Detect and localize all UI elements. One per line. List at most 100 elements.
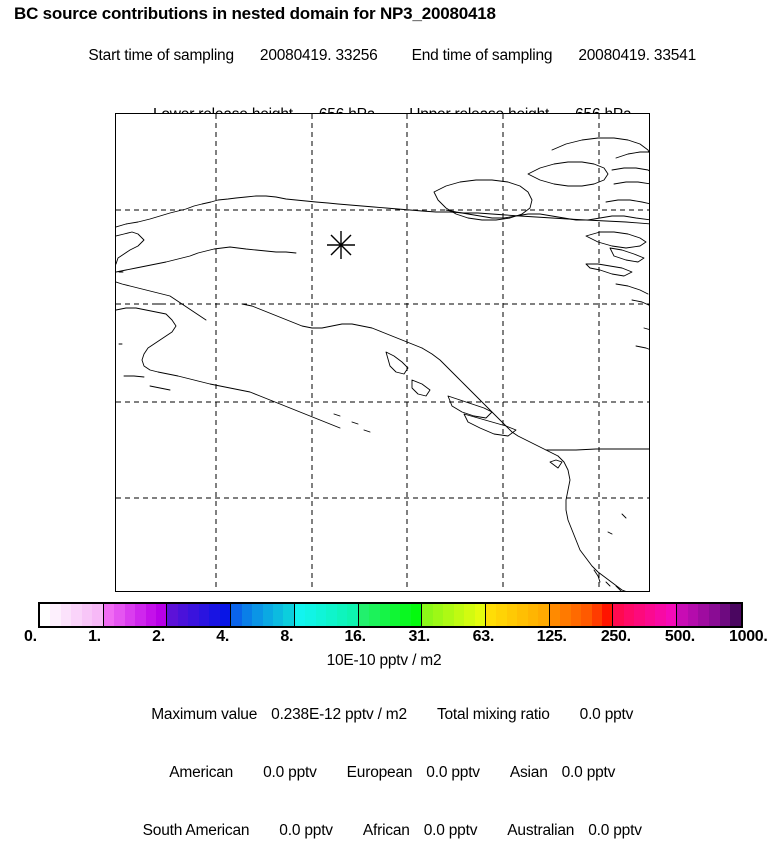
colorbar-segment-5 [358,604,423,626]
colorbar-band-2-1 [177,604,189,626]
colorbar-band-3-5 [283,604,294,626]
colorbar-band-8-0 [549,604,561,626]
end-time-label: End time of sampling [411,47,553,64]
colorbar-band-2-0 [167,604,178,626]
colorbar-unit-label: 10E-10 pptv / m2 [326,652,442,669]
colorbar-segment-3 [231,604,295,626]
colorbar-band-10-0 [677,604,688,626]
colorbar-tick-7: 63. [472,628,495,645]
colorbar-band-2-5 [219,604,231,626]
african-value: 0.0 pptv [423,822,478,839]
colorbar-segment-0 [40,604,104,626]
colorbar-tick-6: 31. [408,628,431,645]
source-row-1: American 0.0 pptv European 0.0 pptv Asian 0.0… [0,746,768,800]
total-mixing-ratio-value: 0.0 pptv [579,706,634,723]
colorbar-band-4-5 [347,604,358,626]
colorbar-tick-labels: 0. 1. 2. 4. 8. 16. 31. 63. 125. 250. 500. 1000. [0,628,768,650]
colorbar-band-5-4 [400,604,411,626]
start-time-value: 20080419. 33256 [259,47,378,64]
map-svg [116,114,649,591]
colorbar-band-7-4 [527,604,539,626]
colorbar-tick-10: 500. [664,628,695,645]
colorbar-band-6-4 [464,604,475,626]
colorbar-tick-9: 250. [600,628,631,645]
max-value-label: Maximum value [151,706,258,723]
colorbar-band-3-2 [252,604,263,626]
colorbar-band-6-0 [422,604,433,626]
colorbar-band-3-1 [241,604,253,626]
european-value: 0.0 pptv [426,764,480,781]
colorbar-band-0-4 [81,604,93,626]
colorbar-band-4-1 [305,604,316,626]
colorbar-band-9-5 [665,604,677,626]
colorbar-band-2-2 [188,604,199,626]
colorbar-band-4-2 [315,604,327,626]
colorbar-band-6-5 [474,604,486,626]
colorbar-band-0-3 [71,604,82,626]
page-title: BC source contributions in nested domain… [14,4,496,23]
colorbar-band-1-4 [145,604,156,626]
colorbar-segment-6 [422,604,487,626]
asian-label: Asian [509,764,548,781]
colorbar-band-5-2 [379,604,390,626]
colorbar-band-8-4 [591,604,603,626]
colorbar-band-0-2 [60,604,72,626]
colorbar-band-0-0 [40,604,51,626]
map-coastlines [116,137,649,591]
map-plot-area[interactable] [115,113,650,592]
colorbar-band-0-1 [50,604,61,626]
south-american-label: South American [142,822,250,839]
colorbar[interactable] [38,602,743,628]
colorbar-band-5-3 [389,604,401,626]
statistics-block: Maximum value 0.238E-12 pptv / m2 Total mi… [0,684,768,858]
colorbar-band-4-3 [326,604,337,626]
colorbar-band-6-1 [432,604,444,626]
colorbar-segment-9 [613,604,678,626]
colorbar-tick-0: 0. [24,628,37,645]
start-time-label: Start time of sampling [88,47,234,64]
max-value-value: 0.238E-12 pptv / m2 [271,706,407,723]
colorbar-band-2-4 [209,604,220,626]
american-label: American [169,764,234,781]
colorbar-band-4-4 [336,604,348,626]
asian-value: 0.0 pptv [561,764,616,781]
colorbar-band-10-1 [687,604,699,626]
african-label: African [362,822,410,839]
colorbar-band-7-2 [506,604,518,626]
colorbar-band-1-3 [135,604,146,626]
colorbar-band-10-5 [730,604,741,626]
european-label: European [346,764,413,781]
colorbar-band-1-0 [103,604,115,626]
colorbar-band-9-3 [644,604,656,626]
colorbar-band-9-4 [655,604,666,626]
end-time-value: 20080419. 33541 [578,47,697,64]
colorbar-band-5-5 [410,604,422,626]
colorbar-band-3-3 [262,604,273,626]
colorbar-tick-5: 16. [344,628,366,645]
colorbar-band-7-3 [517,604,528,626]
colorbar-band-9-1 [623,604,635,626]
colorbar-band-7-0 [486,604,497,626]
colorbar-segment-8 [549,604,614,626]
colorbar-segment-4 [294,604,359,626]
colorbar-band-8-3 [581,604,592,626]
colorbar-band-8-2 [570,604,582,626]
colorbar-tick-3: 4. [216,628,230,645]
colorbar-band-2-3 [198,604,210,626]
source-row-2: South American 0.0 pptv African 0.0 pptv Aus… [0,804,768,858]
colorbar-band-10-2 [698,604,710,626]
colorbar-tick-8: 125. [536,628,567,645]
sampling-time-line: Start time of sampling 20080419. 33256 End… [0,29,768,83]
colorbar-band-8-1 [560,604,571,626]
american-value: 0.0 pptv [263,764,317,781]
colorbar-band-5-0 [358,604,370,626]
australian-value: 0.0 pptv [588,822,642,839]
colorbar-band-9-0 [613,604,624,626]
colorbar-tick-11: 1000. [729,628,768,645]
colorbar-band-5-1 [369,604,380,626]
colorbar-band-3-4 [272,604,284,626]
release-site-asterisk [327,231,355,259]
colorbar-band-0-5 [92,604,103,626]
colorbar-band-6-3 [453,604,465,626]
south-american-value: 0.0 pptv [279,822,333,839]
